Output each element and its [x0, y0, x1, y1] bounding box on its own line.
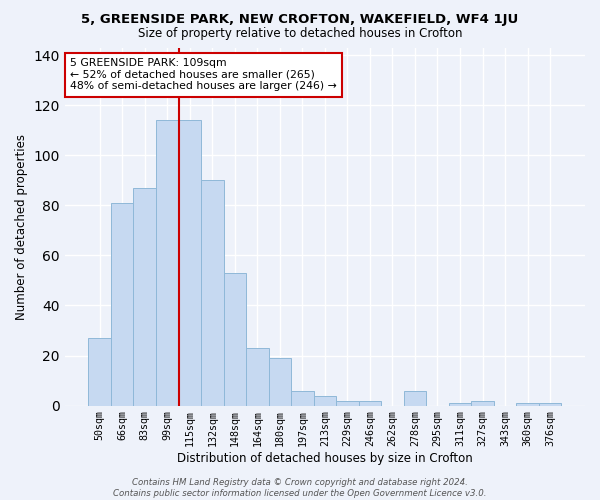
Bar: [291, 390, 314, 406]
Bar: [111, 203, 133, 406]
Bar: [269, 358, 291, 406]
Bar: [88, 338, 111, 406]
Bar: [449, 403, 471, 406]
Bar: [133, 188, 156, 406]
Bar: [517, 403, 539, 406]
Bar: [359, 400, 381, 406]
Text: Size of property relative to detached houses in Crofton: Size of property relative to detached ho…: [138, 28, 462, 40]
Bar: [224, 273, 246, 406]
Bar: [314, 396, 336, 406]
Bar: [179, 120, 201, 406]
Bar: [539, 403, 562, 406]
Y-axis label: Number of detached properties: Number of detached properties: [15, 134, 28, 320]
Text: 5 GREENSIDE PARK: 109sqm
← 52% of detached houses are smaller (265)
48% of semi-: 5 GREENSIDE PARK: 109sqm ← 52% of detach…: [70, 58, 337, 92]
Text: Contains HM Land Registry data © Crown copyright and database right 2024.
Contai: Contains HM Land Registry data © Crown c…: [113, 478, 487, 498]
Bar: [336, 400, 359, 406]
Text: 5, GREENSIDE PARK, NEW CROFTON, WAKEFIELD, WF4 1JU: 5, GREENSIDE PARK, NEW CROFTON, WAKEFIEL…: [82, 12, 518, 26]
Bar: [201, 180, 224, 406]
Bar: [404, 390, 426, 406]
Bar: [471, 400, 494, 406]
X-axis label: Distribution of detached houses by size in Crofton: Distribution of detached houses by size …: [177, 452, 473, 465]
Bar: [246, 348, 269, 406]
Bar: [156, 120, 179, 406]
